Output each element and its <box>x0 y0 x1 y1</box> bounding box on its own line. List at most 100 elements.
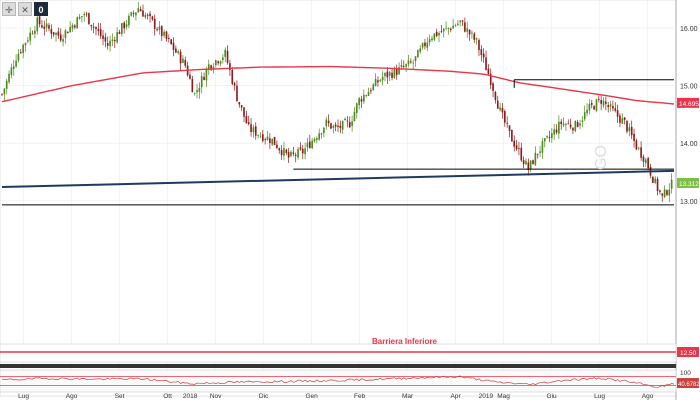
candle-body <box>581 120 584 122</box>
candle-body <box>405 64 407 67</box>
candle-body <box>229 63 231 70</box>
candle-body <box>583 112 586 120</box>
candle-body <box>311 140 313 149</box>
candle-body <box>254 126 257 136</box>
candle-body <box>238 101 241 105</box>
candle-body <box>496 100 499 109</box>
candle-body <box>407 60 410 65</box>
candle-body <box>400 64 403 68</box>
candle-body <box>236 85 238 102</box>
candle-body <box>358 98 360 106</box>
candle-body <box>391 72 393 79</box>
candle-body <box>132 13 135 14</box>
candle-body <box>156 29 158 31</box>
candle-body <box>473 33 476 40</box>
candle-body <box>313 138 316 142</box>
price-tick-label: 16.00 <box>680 26 698 33</box>
candle-body <box>69 26 71 32</box>
candle-body <box>379 79 382 81</box>
candle-body <box>297 149 299 158</box>
candle-body <box>480 49 483 56</box>
candle-body <box>525 160 527 165</box>
candle-body <box>66 31 69 34</box>
candle-body <box>50 29 53 34</box>
candle-body <box>290 151 292 157</box>
candle-body <box>95 27 97 30</box>
candle-body <box>499 107 501 111</box>
candle-body <box>285 149 288 154</box>
candle-body <box>482 53 485 58</box>
close-icon[interactable]: ✕ <box>18 2 32 16</box>
candle-body <box>630 126 633 136</box>
candle-body <box>626 120 628 132</box>
candle-body <box>560 121 563 125</box>
candle-body <box>600 100 602 104</box>
candle-body <box>226 50 229 63</box>
watermark-text: GO <box>593 145 610 170</box>
candle-body <box>172 42 175 50</box>
candle-body <box>1 94 3 95</box>
support-trendline <box>1 169 675 189</box>
candle-body <box>81 16 83 18</box>
candle-body <box>327 120 330 124</box>
candle-body <box>623 117 626 120</box>
candle-body <box>45 23 48 28</box>
candle-body <box>466 28 469 32</box>
candle-body <box>492 83 494 91</box>
candle-body <box>520 147 523 161</box>
candle-body <box>71 25 74 29</box>
candle-body <box>8 73 10 83</box>
month-label: Gen <box>305 393 318 400</box>
candle-body <box>513 140 516 147</box>
candle-body <box>259 135 262 137</box>
candle-body <box>306 142 309 148</box>
candle-body <box>341 120 344 130</box>
candle-body <box>367 91 370 97</box>
candle-body <box>565 124 567 126</box>
candle-body <box>550 133 553 139</box>
candle-body <box>642 156 645 162</box>
candle-body <box>276 144 278 149</box>
candle-body <box>447 28 450 29</box>
month-label: Mar <box>402 393 414 400</box>
price-tag-label: 14.6955 <box>679 101 700 108</box>
month-label: Dic <box>259 393 269 400</box>
candle-body <box>3 88 6 95</box>
candle-body <box>619 115 621 123</box>
candle-body <box>440 31 443 33</box>
crosshair-icon[interactable]: ✛ <box>2 2 16 16</box>
candle-body <box>245 116 248 124</box>
candle-body <box>511 130 513 142</box>
candle-body <box>243 107 245 117</box>
candle-body <box>128 15 130 26</box>
candle-body <box>250 124 252 133</box>
candle-body <box>214 60 217 66</box>
candle-body <box>365 95 368 97</box>
candle-body <box>602 100 605 106</box>
candle-body <box>231 69 234 84</box>
candle-body <box>123 22 126 29</box>
candle-body <box>88 13 90 25</box>
candle-body <box>316 138 318 141</box>
candle-body <box>346 120 349 122</box>
candle-body <box>370 90 372 92</box>
candle-body <box>99 29 102 37</box>
candle-body <box>299 147 302 150</box>
candle-body <box>43 26 46 29</box>
candle-body <box>74 25 76 28</box>
candle-body <box>168 38 170 39</box>
panel-separator <box>0 364 676 368</box>
plot-frame <box>0 0 677 397</box>
candle-body <box>301 148 304 154</box>
candle-body <box>457 23 459 25</box>
candle-body <box>104 37 107 42</box>
candle-body <box>522 160 525 165</box>
barrier-panel <box>0 343 677 363</box>
rsi-line <box>1 375 675 388</box>
candle-body <box>269 138 271 143</box>
candle-body <box>97 29 100 31</box>
zero-badge[interactable]: 0 <box>34 2 48 16</box>
candle-body <box>175 48 177 53</box>
candle-body <box>52 32 55 35</box>
